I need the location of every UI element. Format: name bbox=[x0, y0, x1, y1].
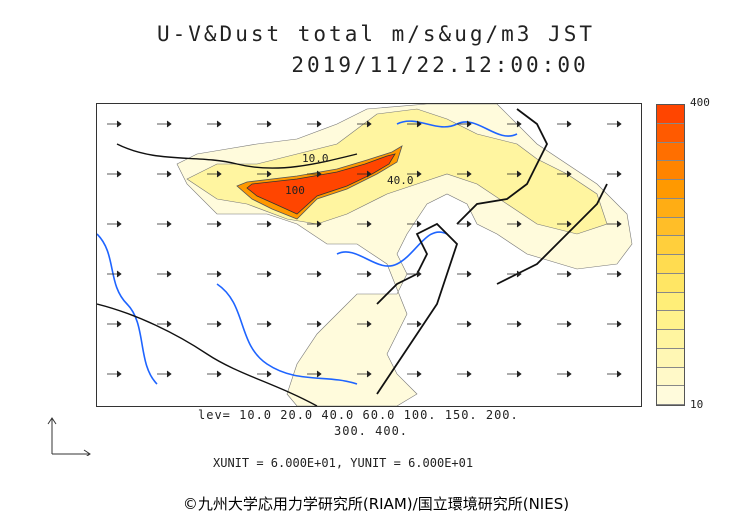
contour-label: 40.0 bbox=[387, 174, 414, 187]
colorbar-segment bbox=[657, 255, 684, 274]
coastline bbox=[376, 222, 459, 395]
colorbar-min-label: 10 bbox=[690, 398, 704, 411]
vector-units: XUNIT = 6.000E+01, YUNIT = 6.000E+01 bbox=[213, 456, 474, 470]
colorbar-segment bbox=[657, 367, 684, 387]
colorbar-segment bbox=[657, 217, 684, 237]
chart-timestamp: 2019/11/22.12:00:00 bbox=[291, 53, 589, 77]
border bbox=[97, 303, 318, 406]
dust-area-peak bbox=[246, 153, 396, 215]
colorbar-segment bbox=[657, 292, 684, 312]
colorbar-segment bbox=[657, 311, 684, 330]
wind-vectors bbox=[107, 120, 622, 378]
colorbar-segment bbox=[657, 348, 684, 368]
colorbar-segment bbox=[657, 386, 684, 405]
river bbox=[97, 233, 158, 385]
dust-map: 10.0 40.0 100 bbox=[96, 103, 642, 407]
river bbox=[336, 231, 448, 267]
contour-levels-line2: 300. 400. bbox=[334, 424, 409, 438]
colorbar-segment bbox=[657, 180, 684, 199]
colorbar-segment bbox=[657, 105, 684, 124]
colorbar-segment bbox=[657, 273, 684, 293]
border bbox=[116, 143, 358, 169]
colorbar-segment bbox=[657, 198, 684, 218]
colorbar-segment bbox=[657, 142, 684, 162]
map-canvas: 10.0 40.0 100 bbox=[97, 104, 633, 406]
colorbar-segment bbox=[657, 236, 684, 255]
copyright-credit: ©九州大学応用力学研究所(RIAM)/国立環境研究所(NIES) bbox=[182, 495, 570, 513]
coastline bbox=[456, 108, 549, 225]
colorbar-segment bbox=[657, 123, 684, 143]
colorbar-segment bbox=[657, 330, 684, 349]
contour-levels-line1: lev= 10.0 20.0 40.0 60.0 100. 150. 200. bbox=[198, 408, 519, 422]
colorbar-segment bbox=[657, 161, 684, 180]
color-scale-bar bbox=[656, 104, 685, 406]
contour-label: 10.0 bbox=[302, 152, 329, 165]
contour-label: 100 bbox=[285, 184, 305, 197]
colorbar-max-label: 400 bbox=[690, 96, 710, 109]
chart-title: U-V&Dust total m/s&ug/m3 JST bbox=[156, 22, 595, 46]
river bbox=[216, 283, 358, 385]
axes-icon bbox=[47, 417, 91, 456]
